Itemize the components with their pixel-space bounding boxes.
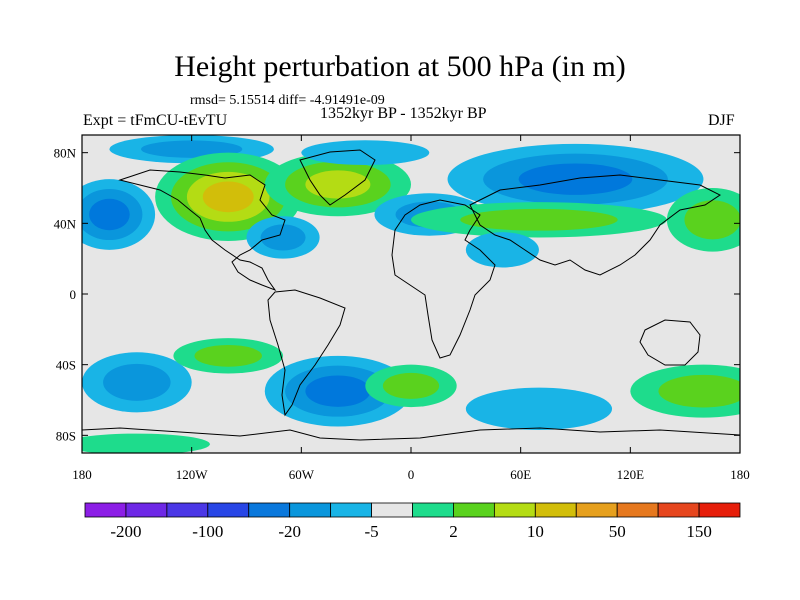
- x-tick-label: 60W: [289, 467, 315, 482]
- coastline-north-america: [118, 169, 286, 292]
- colorbar-box: [453, 502, 495, 518]
- coastline-australia: [639, 319, 701, 366]
- y-tick-label: 80N: [54, 146, 77, 161]
- contour-north-america-positive-3: [202, 181, 254, 213]
- y-tick-label: 40S: [56, 358, 76, 373]
- contour-fields: [82, 135, 740, 453]
- contour-greenland-negative-0: [301, 140, 430, 166]
- coastline-greenland: [299, 149, 376, 206]
- colorbar-label: -5: [364, 522, 378, 541]
- coastline-eurafrica: [391, 199, 496, 359]
- period-label: 1352kyr BP - 1352kyr BP: [320, 105, 487, 122]
- coastlines: [82, 149, 740, 441]
- colorbar-box: [616, 502, 659, 518]
- contour-atlantic-positive-2: [305, 170, 371, 199]
- colorbar-box: [125, 502, 168, 518]
- colorbar-box: [330, 502, 372, 518]
- contour-subtropical-atlantic-negative-1: [260, 224, 306, 251]
- contour-south-africa-positive-1: [382, 372, 440, 399]
- colorbar-box: [248, 502, 291, 518]
- coastline-antarctica: [82, 427, 740, 441]
- contour-north-pacific-east-positive-1: [684, 200, 740, 240]
- colorbar-label: 10: [527, 522, 544, 541]
- colorbar-box: [698, 502, 741, 518]
- colorbar-label: 150: [686, 522, 712, 541]
- contour-antarctic-positive-0: [82, 433, 210, 453]
- colorbar-label: -200: [110, 522, 141, 541]
- contour-indian-ocean-negative-0: [465, 387, 613, 431]
- season-label: DJF: [708, 112, 735, 129]
- coastline-south-america: [267, 289, 346, 417]
- x-tick-label: 180: [730, 467, 750, 482]
- page-title: Height perturbation at 500 hPa (in m): [174, 50, 626, 83]
- contour-arabia-negative-0: [465, 232, 539, 268]
- stats-label: rmsd= 5.15514 diff= -4.91491e-09: [190, 93, 385, 108]
- colorbar-box: [534, 502, 577, 518]
- colorbar: -200 -100 -20 -5 2 10 50 150: [84, 502, 741, 541]
- colorbar-box: [575, 502, 618, 518]
- colorbar-box: [493, 502, 536, 518]
- colorbar-box: [412, 502, 454, 518]
- axis-ticks: 180 120W 60W 0 60E 120E 180 80N 40N 0 40S 80S: [54, 135, 750, 482]
- colorbar-label: -100: [192, 522, 223, 541]
- x-tick-label: 0: [408, 467, 415, 482]
- contour-north-pacific-negative-2: [89, 198, 130, 231]
- y-tick-label: 80S: [56, 428, 76, 443]
- contour-asia-positive-1: [460, 208, 618, 231]
- colorbar-box: [207, 502, 250, 518]
- x-tick-label: 60E: [510, 467, 531, 482]
- coastline-asia: [469, 174, 721, 276]
- colorbar-box: [84, 502, 127, 518]
- x-tick-label: 120E: [617, 467, 645, 482]
- colorbar-box: [166, 502, 209, 518]
- contour-australia-east-positive-1: [658, 374, 740, 408]
- x-tick-label: 180: [72, 467, 92, 482]
- contour-southern-pacific-negative-1: [103, 363, 171, 401]
- colorbar-label: -20: [278, 522, 301, 541]
- y-tick-label: 0: [70, 287, 77, 302]
- colorbar-label: 50: [609, 522, 626, 541]
- y-tick-label: 40N: [54, 216, 77, 231]
- colorbar-label: 2: [449, 522, 458, 541]
- x-tick-label: 120W: [176, 467, 209, 482]
- colorbar-box: [657, 502, 700, 518]
- experiment-label: Expt = tFmCU-tEvTU: [83, 112, 228, 129]
- colorbar-box: [289, 502, 332, 518]
- contour-south-atlantic-negative-2: [305, 375, 371, 407]
- contour-south-pacific-positive-1: [194, 344, 262, 367]
- colorbar-box: [371, 502, 413, 518]
